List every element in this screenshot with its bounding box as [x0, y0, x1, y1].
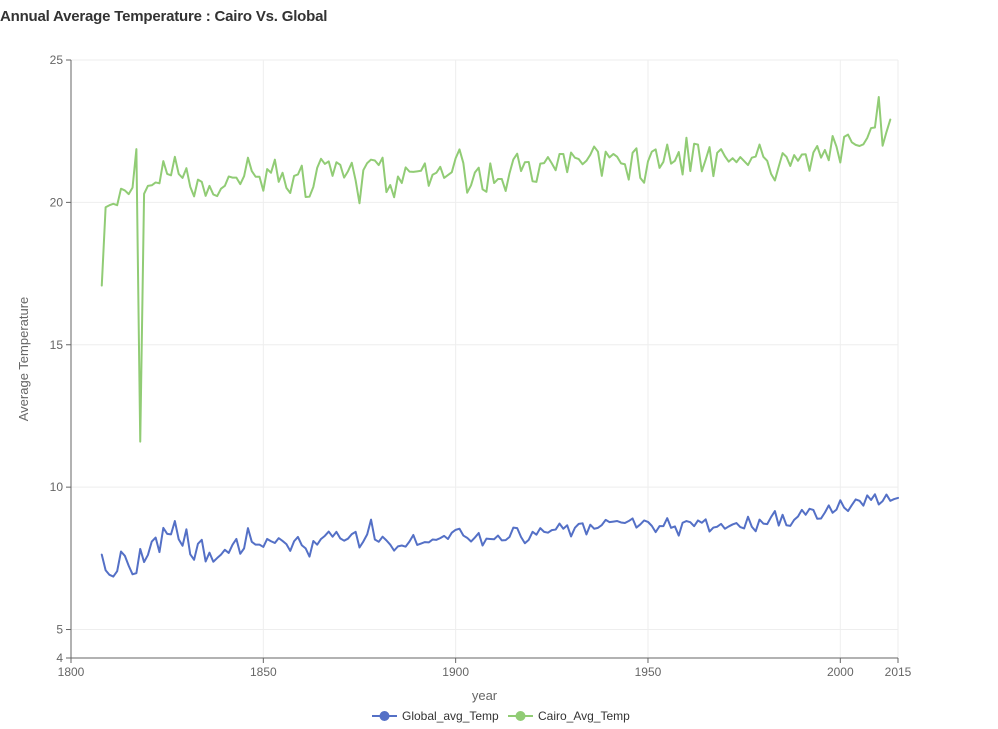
legend-label: Global_avg_Temp: [402, 709, 499, 723]
legend-swatch-marker: [515, 711, 526, 721]
chart-title: Annual Average Temperature : Cairo Vs. G…: [0, 8, 328, 25]
y-tick-label: 10: [50, 480, 64, 494]
series-layer: [100, 96, 899, 578]
x-tick-label: 1800: [58, 665, 85, 679]
x-tick-label: 2015: [885, 665, 912, 679]
y-tick-label: 5: [56, 623, 63, 637]
y-tick-label: 25: [50, 53, 64, 67]
x-tick-label: 1900: [442, 665, 469, 679]
series-line-global-avg-temp[interactable]: [100, 493, 899, 578]
x-tick-label: 2000: [827, 665, 854, 679]
y-axis-title: Average Temperature: [16, 297, 31, 422]
legend-item-global-avg-temp[interactable]: Global_avg_Temp: [372, 709, 499, 723]
legend-item-cairo-avg-temp[interactable]: Cairo_Avg_Temp: [508, 709, 630, 723]
legend-label: Cairo_Avg_Temp: [538, 709, 630, 723]
x-tick-label: 1850: [250, 665, 277, 679]
x-axis-title: year: [472, 688, 498, 703]
x-gridlines: [70, 60, 899, 658]
x-tick-label: 1950: [635, 665, 662, 679]
y-tick-label: 15: [50, 338, 64, 352]
y-tick-label: 20: [50, 195, 64, 209]
series-line-cairo-avg-temp[interactable]: [100, 96, 892, 443]
legend-swatch-marker: [379, 711, 390, 721]
y-tick-label: 4: [56, 651, 63, 665]
y-tick-labels: 4 5 10 15 20 25: [50, 53, 71, 665]
legend: Global_avg_Temp Cairo_Avg_Temp: [372, 709, 630, 723]
y-gridlines: [71, 59, 898, 659]
x-tick-labels: 1800 1850 1900 1950 2000 2015: [58, 658, 912, 679]
